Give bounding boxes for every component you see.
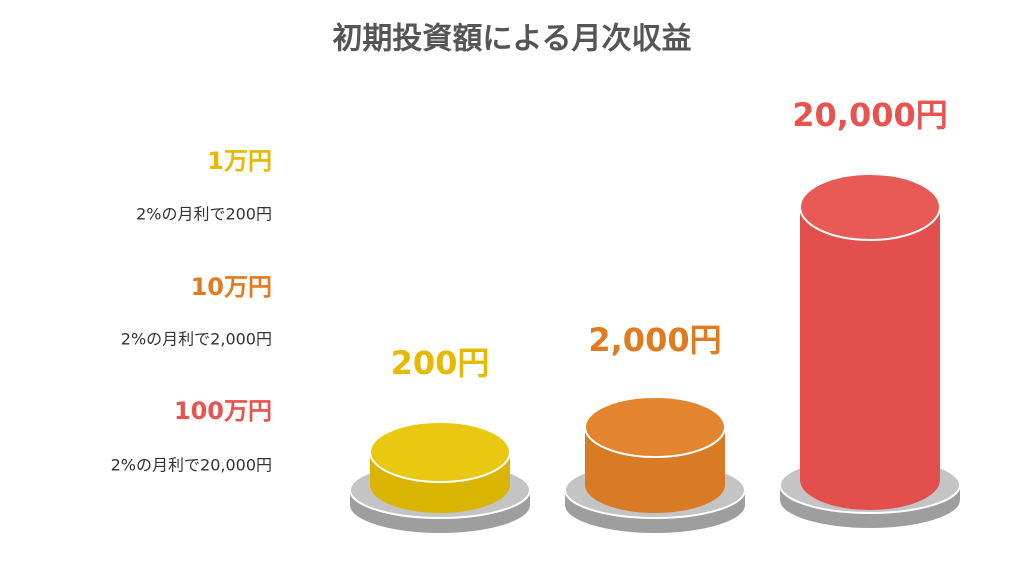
result: 20,000円: [792, 96, 948, 134]
result: 200円: [391, 344, 490, 382]
cylinder: [349, 421, 531, 533]
result: 2,000円: [588, 321, 721, 359]
description: 2%の月利で2,000円: [121, 330, 272, 349]
amount: 100万円: [174, 397, 272, 425]
cylinder: [779, 173, 961, 528]
description: 2%の月利で20,000円: [111, 456, 272, 475]
title: 初期投資額による月次収益: [332, 22, 691, 57]
description: 2%の月利で200円: [136, 205, 272, 224]
amount: 10万円: [191, 273, 272, 301]
amount: 1万円: [207, 147, 272, 175]
cylinder: [564, 396, 746, 533]
